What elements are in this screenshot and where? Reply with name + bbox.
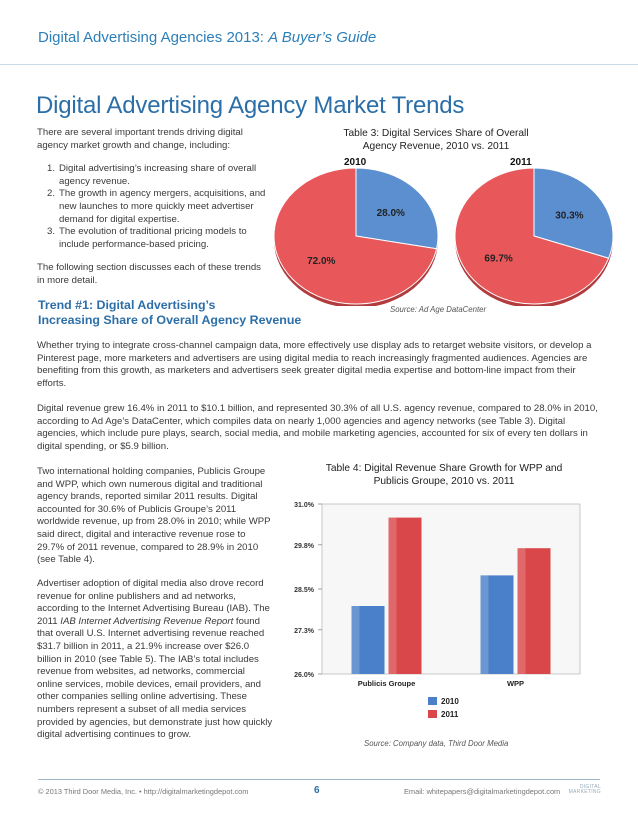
header-title: Digital Advertising Agencies 2013: [38, 29, 269, 46]
bar [388, 517, 422, 674]
pie-slice-label: 30.3% [555, 210, 583, 221]
bar-highlight [480, 575, 489, 674]
pie-slice [273, 167, 438, 305]
legend-swatch [428, 710, 437, 718]
footer-divider [38, 779, 600, 780]
trend-paragraph-3: Two international holding companies, Pub… [37, 466, 271, 566]
trend-paragraph-2: Digital revenue grew 16.4% in 2011 to $1… [37, 403, 598, 452]
trend-paragraph-1: Whether trying to integrate cross-channe… [37, 340, 592, 389]
header-title-italic: A Buyer’s Guide [268, 29, 377, 46]
list-item: 1. Digital advertising’s increasing share… [47, 163, 257, 187]
y-tick-label: 28.5% [294, 587, 315, 594]
trend-list: 1. Digital advertising’s increasing share… [37, 163, 269, 251]
pie-slice [454, 167, 610, 305]
legend-label: 2010 [441, 697, 459, 706]
legend-label: 2011 [441, 710, 459, 719]
intro-closing: The following section discusses each of … [37, 262, 261, 286]
table4-title: Table 4: Digital Revenue Share Growth fo… [325, 463, 563, 487]
pie-chart: 2010 2011 28.0% 72.0% 30.3% 69.7% [273, 157, 614, 306]
bar-highlight [388, 517, 397, 674]
bar [517, 548, 551, 674]
intro-lead: There are several important trends drivi… [37, 127, 243, 151]
y-tick-label: 29.8% [294, 543, 315, 550]
y-tick-label: 31.0% [294, 502, 315, 509]
y-tick-label: 27.3% [294, 628, 315, 635]
bar [480, 575, 514, 674]
footer-copyright: © 2013 Third Door Media, Inc. • http://d… [38, 787, 249, 796]
pie-slice-label: 28.0% [377, 208, 405, 219]
legend-swatch [428, 697, 437, 705]
pie-slice-label: 69.7% [484, 254, 512, 265]
intro-section: There are several important trends drivi… [37, 127, 269, 288]
bar-highlight [517, 548, 526, 674]
page-number: 6 [314, 785, 320, 796]
table4-source: Source: Company data, Third Door Media [364, 739, 509, 748]
page-title: Digital Advertising Agency Market Trends [36, 92, 465, 119]
pie-slice [533, 167, 614, 259]
bar-chart: 31.0% 29.8% 28.5% 27.3% 26.0% Publicis Groupe… [294, 502, 581, 719]
list-item: 2. The growth in agency mergers, acquisit… [47, 188, 266, 225]
x-tick-label: WPP [507, 679, 524, 688]
document-header: Digital Advertising Agencies 2013: A Buy… [38, 29, 376, 46]
pie-label-2011: 2011 [510, 157, 532, 168]
list-item: 3. The evolution of traditional pricing m… [47, 226, 247, 250]
header-divider [0, 64, 638, 65]
table3-title: Table 3: Digital Services Share of Overa… [343, 128, 529, 152]
pie-slice [355, 167, 439, 250]
trend-heading: Trend #1: Digital Advertising’s Increasi… [38, 298, 302, 327]
pie-slice-label: 72.0% [307, 256, 335, 267]
trend-paragraph-4: Advertiser adoption of digital media als… [37, 578, 273, 741]
footer-email: Email: whitepapers@digitalmarketingdepot… [404, 787, 561, 796]
y-tick-label: 26.0% [294, 672, 315, 679]
pie-label-2010: 2010 [344, 157, 367, 168]
x-tick-label: Publicis Groupe [358, 679, 416, 688]
bar-highlight [351, 606, 360, 674]
footer-logo: DIGITAL MARKETING [568, 784, 601, 795]
bar [351, 606, 385, 674]
table3-source: Source: Ad Age DataCenter [390, 305, 487, 314]
